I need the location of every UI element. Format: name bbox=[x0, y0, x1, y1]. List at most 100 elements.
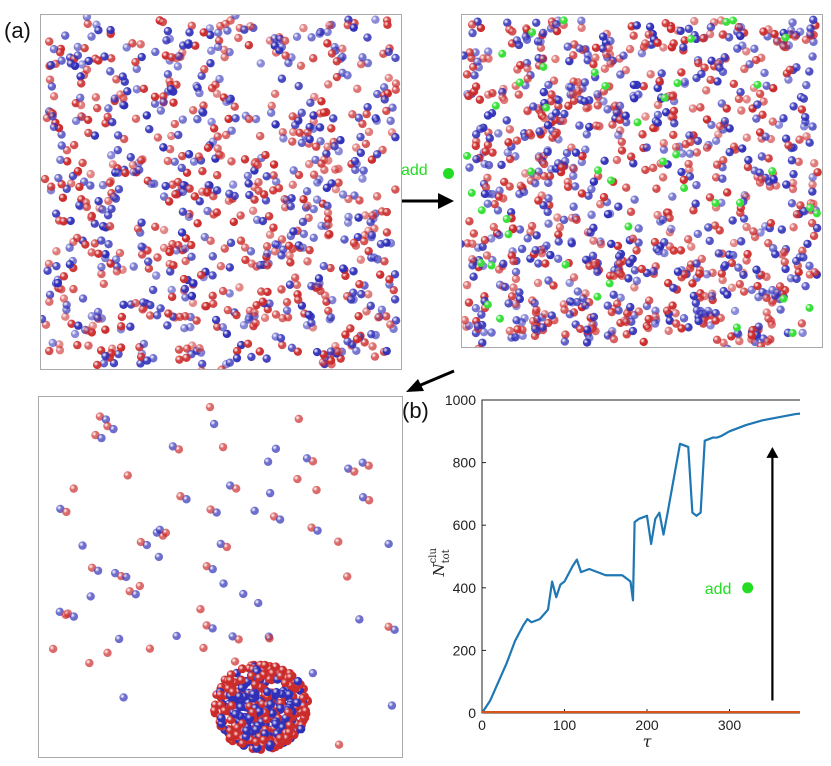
red-particle bbox=[303, 257, 312, 266]
red-particle bbox=[262, 242, 272, 251]
blue-particle bbox=[180, 324, 189, 333]
blue-particle bbox=[330, 42, 339, 52]
red-particle bbox=[286, 672, 295, 682]
red-particle bbox=[712, 160, 722, 169]
blue-particle bbox=[504, 299, 513, 308]
red-particle bbox=[688, 279, 697, 288]
blue-particle bbox=[660, 238, 669, 247]
blue-particle bbox=[328, 295, 337, 305]
blue-particle bbox=[251, 114, 261, 124]
red-particle bbox=[676, 246, 686, 255]
red-particle bbox=[61, 312, 70, 321]
red-particle bbox=[742, 222, 751, 232]
red-particle bbox=[131, 57, 140, 67]
blue-particle bbox=[147, 179, 156, 189]
red-particle bbox=[269, 223, 278, 232]
blue-particle bbox=[93, 566, 103, 575]
blue-particle bbox=[706, 23, 716, 32]
blue-particle bbox=[477, 310, 486, 319]
blue-particle bbox=[657, 69, 666, 78]
blue-particle bbox=[266, 740, 275, 750]
blue-particle bbox=[634, 90, 643, 99]
red-particle bbox=[612, 155, 622, 165]
red-particle bbox=[280, 36, 290, 46]
blue-particle bbox=[319, 261, 329, 271]
blue-particle bbox=[66, 59, 76, 68]
blue-particle bbox=[94, 196, 103, 206]
blue-particle bbox=[585, 333, 594, 343]
blue-particle bbox=[532, 18, 541, 27]
red-particle bbox=[516, 181, 525, 191]
red-particle bbox=[277, 340, 287, 350]
blue-particle bbox=[106, 25, 115, 35]
blue-particle bbox=[61, 31, 70, 40]
blue-particle bbox=[744, 155, 753, 165]
blue-particle bbox=[737, 237, 746, 246]
blue-particle bbox=[598, 32, 608, 41]
blue-particle bbox=[326, 347, 336, 356]
red-particle bbox=[528, 316, 538, 326]
blue-particle bbox=[122, 572, 131, 582]
red-particle bbox=[355, 280, 364, 289]
blue-particle bbox=[786, 26, 796, 35]
blue-particle bbox=[776, 305, 785, 314]
red-particle bbox=[84, 128, 93, 138]
red-particle bbox=[275, 733, 285, 743]
blue-particle bbox=[715, 63, 724, 72]
blue-particle bbox=[535, 127, 544, 136]
blue-particle bbox=[177, 163, 186, 173]
red-particle bbox=[590, 261, 600, 270]
blue-particle bbox=[166, 85, 176, 94]
blue-particle bbox=[382, 346, 391, 356]
blue-particle bbox=[225, 96, 234, 105]
blue-particle bbox=[330, 142, 339, 151]
red-particle bbox=[505, 182, 514, 191]
red-particle bbox=[729, 238, 739, 248]
red-particle bbox=[237, 675, 246, 685]
blue-particle bbox=[326, 313, 336, 322]
blue-particle bbox=[367, 329, 376, 339]
blue-particle bbox=[356, 132, 365, 142]
blue-particle bbox=[352, 346, 361, 355]
blue-particle bbox=[521, 32, 530, 41]
blue-particle bbox=[170, 157, 180, 166]
red-particle bbox=[666, 24, 676, 34]
blue-particle bbox=[215, 74, 224, 84]
red-particle bbox=[775, 282, 785, 291]
blue-particle bbox=[552, 20, 561, 29]
red-particle bbox=[57, 285, 66, 294]
red-particle bbox=[317, 159, 326, 168]
red-particle bbox=[257, 287, 266, 296]
red-particle bbox=[613, 241, 623, 251]
green-particle bbox=[781, 33, 790, 42]
blue-particle bbox=[142, 111, 152, 120]
red-particle bbox=[83, 19, 92, 29]
red-particle bbox=[513, 325, 522, 334]
red-particle bbox=[292, 280, 302, 290]
blue-particle bbox=[197, 71, 206, 81]
red-particle bbox=[540, 159, 549, 169]
red-particle bbox=[361, 139, 371, 149]
blue-particle bbox=[559, 215, 569, 225]
blue-particle bbox=[336, 135, 345, 145]
red-particle bbox=[230, 102, 239, 111]
red-particle bbox=[766, 218, 776, 228]
red-particle bbox=[718, 30, 727, 39]
blue-particle bbox=[150, 99, 160, 108]
blue-particle bbox=[654, 247, 663, 256]
red-particle bbox=[352, 335, 362, 344]
blue-particle bbox=[560, 337, 570, 346]
red-particle bbox=[299, 195, 308, 204]
blue-particle bbox=[502, 116, 511, 125]
red-particle bbox=[196, 604, 205, 614]
green-particle bbox=[498, 49, 507, 58]
red-particle bbox=[536, 43, 546, 53]
blue-particle bbox=[349, 23, 358, 32]
blue-particle bbox=[689, 291, 699, 301]
blue-particle bbox=[795, 27, 805, 37]
blue-particle bbox=[173, 62, 183, 71]
arrow-head-icon bbox=[766, 446, 779, 458]
blue-particle bbox=[282, 306, 292, 315]
blue-particle bbox=[677, 167, 686, 177]
blue-particle bbox=[358, 174, 367, 183]
